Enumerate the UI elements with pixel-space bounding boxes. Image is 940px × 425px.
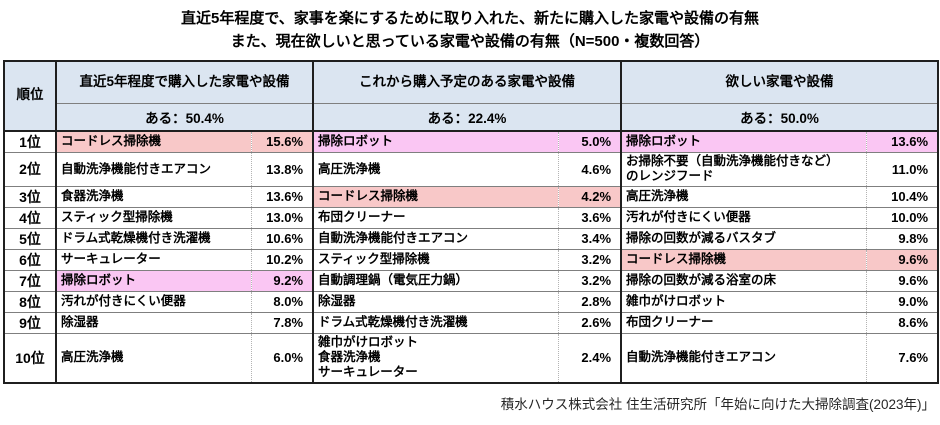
table-row: 5位 ドラム式乾燥機付き洗濯機 10.6% 自動洗浄機能付きエアコン 3.4% … [4, 227, 940, 250]
value-cell: 8.0% [251, 290, 315, 313]
header-row: 順位 直近5年程度で購入した家電や設備 これから購入予定のある家電や設備 欲しい… [4, 60, 940, 131]
item-cell: 掃除ロボット [621, 129, 867, 153]
item-cell: 食器洗浄機 [56, 185, 252, 208]
value-cell: 3.4% [558, 227, 623, 250]
table-row: 2位 自動洗浄機能付きエアコン 13.8% 高圧洗浄機 4.6% お掃除不要（自… [4, 151, 940, 187]
rank-cell: 2位 [4, 151, 57, 187]
item-cell: ドラム式乾燥機付き洗濯機 [56, 227, 252, 250]
rank-cell: 10位 [4, 332, 57, 384]
item-cell: 布団クリーナー [621, 311, 867, 334]
item-cell: 高圧洗浄機 [621, 185, 867, 208]
item-cell: お掃除不要（自動洗浄機能付きなど） のレンジフード [621, 151, 867, 187]
value-cell: 10.4% [866, 185, 940, 208]
value-cell: 4.2% [558, 185, 623, 208]
subheader-row: ある：50.4% ある：22.4% ある：50.0% [4, 103, 940, 131]
value-cell: 11.0% [866, 151, 940, 187]
value-cell: 2.6% [558, 311, 623, 334]
rank-cell: 8位 [4, 290, 57, 313]
subheader-planned: ある：22.4% [312, 103, 623, 131]
item-cell: スティック型掃除機 [56, 206, 252, 229]
item-cell: コードレス掃除機 [56, 129, 252, 153]
rank-cell: 5位 [4, 227, 57, 250]
value-cell: 3.2% [558, 248, 623, 271]
table-row: 3位 食器洗浄機 13.6% コードレス掃除機 4.2% 高圧洗浄機 10.4% [4, 185, 940, 208]
source-credit: 積水ハウス株式会社 住生活研究所「年始に向けた大掃除調査(2023年)」 [500, 397, 935, 412]
subheader-wanted: ある：50.0% [620, 103, 940, 131]
title-line-1: 直近5年程度で、家事を楽にするために取り入れた、新たに購入した家電や設備の有無 [181, 10, 759, 27]
value-cell: 3.6% [558, 206, 623, 229]
table-row: 8位 汚れが付きにくい便器 8.0% 除湿器 2.8% 雑巾がけロボット 9.0… [4, 290, 940, 313]
table-row: 1位 コードレス掃除機 15.6% 掃除ロボット 5.0% 掃除ロボット 13.… [4, 129, 940, 153]
item-cell: コードレス掃除機 [621, 248, 867, 271]
item-cell: 雑巾がけロボット [621, 290, 867, 313]
column-header-planned: これから購入予定のある家電や設備 [312, 60, 623, 104]
rank-column-header: 順位 [4, 60, 57, 131]
value-cell: 10.2% [251, 248, 315, 271]
page: 直近5年程度で、家事を楽にするために取り入れた、新たに購入した家電や設備の有無 … [0, 0, 940, 412]
item-cell: コードレス掃除機 [313, 185, 559, 208]
ranking-table: 順位 直近5年程度で購入した家電や設備 これから購入予定のある家電や設備 欲しい… [3, 59, 940, 384]
rank-cell: 4位 [4, 206, 57, 229]
item-cell: 掃除ロボット [56, 269, 252, 292]
table-row: 6位 サーキュレーター 10.2% スティック型掃除機 3.2% コードレス掃除… [4, 248, 940, 271]
value-cell: 10.6% [251, 227, 315, 250]
table-row: 7位 掃除ロボット 9.2% 自動調理鍋（電気圧力鍋） 3.2% 掃除の回数が減… [4, 269, 940, 292]
item-cell: 自動洗浄機能付きエアコン [313, 227, 559, 250]
value-cell: 9.6% [866, 248, 940, 271]
value-cell: 2.4% [558, 332, 623, 384]
value-cell: 13.8% [251, 151, 315, 187]
value-cell: 6.0% [251, 332, 315, 384]
table-row: 9位 除湿器 7.8% ドラム式乾燥機付き洗濯機 2.6% 布団クリーナー 8.… [4, 311, 940, 334]
value-cell: 2.8% [558, 290, 623, 313]
subheader-purchased: ある：50.4% [54, 103, 315, 131]
item-cell: 自動洗浄機能付きエアコン [621, 332, 867, 384]
item-cell: 掃除の回数が減るバスタブ [621, 227, 867, 250]
chart-title: 直近5年程度で、家事を楽にするために取り入れた、新たに購入した家電や設備の有無 … [0, 0, 940, 54]
value-cell: 10.0% [866, 206, 940, 229]
item-cell: 汚れが付きにくい便器 [56, 290, 252, 313]
rank-cell: 1位 [4, 129, 57, 153]
item-cell: 自動洗浄機能付きエアコン [56, 151, 252, 187]
rank-cell: 3位 [4, 185, 57, 208]
item-cell: 高圧洗浄機 [313, 151, 559, 187]
rank-cell: 6位 [4, 248, 57, 271]
value-cell: 9.8% [866, 227, 940, 250]
value-cell: 9.6% [866, 269, 940, 292]
item-cell: 除湿器 [56, 311, 252, 334]
value-cell: 9.0% [866, 290, 940, 313]
item-cell: 布団クリーナー [313, 206, 559, 229]
title-line-2: また、現在欲しいと思っている家電や設備の有無（N=500・複数回答） [230, 33, 710, 51]
item-cell: サーキュレーター [56, 248, 252, 271]
item-cell: スティック型掃除機 [313, 248, 559, 271]
value-cell: 3.2% [558, 269, 623, 292]
column-header-wanted: 欲しい家電や設備 [620, 60, 940, 104]
value-cell: 13.6% [251, 185, 315, 208]
table-row: 10位 高圧洗浄機 6.0% 雑巾がけロボット 食器洗浄機 サーキュレーター 2… [4, 332, 940, 384]
item-cell: 除湿器 [313, 290, 559, 313]
item-cell: 汚れが付きにくい便器 [621, 206, 867, 229]
item-cell: 掃除ロボット [313, 129, 559, 153]
rank-cell: 7位 [4, 269, 57, 292]
value-cell: 13.0% [251, 206, 315, 229]
table-row: 4位 スティック型掃除機 13.0% 布団クリーナー 3.6% 汚れが付きにくい… [4, 206, 940, 229]
value-cell: 7.8% [251, 311, 315, 334]
item-cell: 高圧洗浄機 [56, 332, 252, 384]
value-cell: 5.0% [558, 129, 623, 153]
value-cell: 15.6% [251, 129, 315, 153]
item-cell: 雑巾がけロボット 食器洗浄機 サーキュレーター [313, 332, 559, 384]
item-cell: ドラム式乾燥機付き洗濯機 [313, 311, 559, 334]
item-cell: 自動調理鍋（電気圧力鍋） [313, 269, 559, 292]
value-cell: 4.6% [558, 151, 623, 187]
item-cell: 掃除の回数が減る浴室の床 [621, 269, 867, 292]
rank-cell: 9位 [4, 311, 57, 334]
value-cell: 13.6% [866, 129, 940, 153]
value-cell: 9.2% [251, 269, 315, 292]
column-header-purchased: 直近5年程度で購入した家電や設備 [54, 60, 315, 104]
value-cell: 7.6% [866, 332, 940, 384]
value-cell: 8.6% [866, 311, 940, 334]
